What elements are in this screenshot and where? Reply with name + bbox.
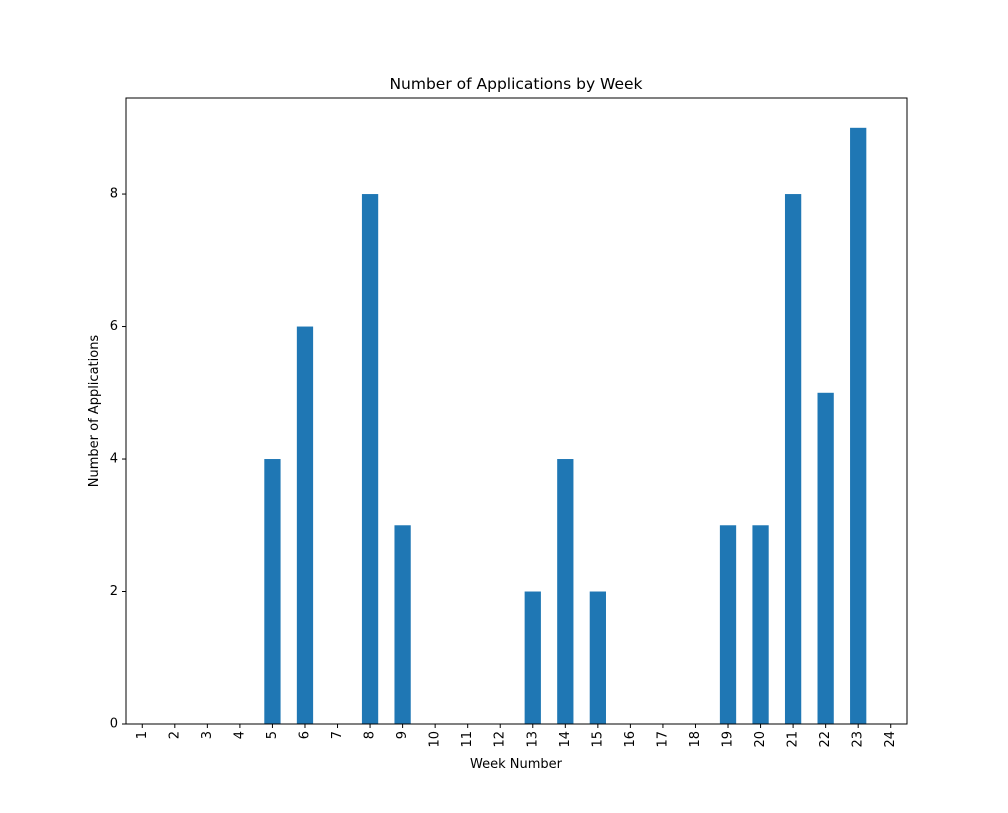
y-tick-label: 6 [110, 319, 118, 334]
x-tick-label: 10 [428, 731, 443, 748]
x-tick-label: 17 [655, 731, 670, 748]
x-tick-label: 23 [851, 731, 866, 748]
bar-week-23 [850, 127, 867, 725]
x-tick-label: 13 [525, 731, 540, 748]
x-tick-label: 22 [818, 731, 833, 748]
bar-week-13 [524, 591, 541, 724]
x-axis-label: Week Number [470, 757, 563, 772]
x-tick-label: 19 [721, 731, 736, 748]
x-tick-label: 8 [363, 731, 378, 739]
y-axis: 0 2 4 6 8 [110, 187, 126, 732]
x-tick-label: 1 [135, 731, 150, 739]
x-tick-label: 12 [493, 731, 508, 748]
bar-week-15 [589, 591, 606, 724]
bar-week-9 [394, 525, 411, 724]
x-tick-label: 6 [297, 731, 312, 739]
x-tick-label: 5 [265, 731, 280, 739]
x-tick-label: 7 [330, 731, 345, 739]
y-tick-label: 8 [110, 187, 118, 202]
x-tick-label: 3 [200, 731, 215, 739]
y-tick-label: 0 [110, 717, 118, 732]
x-tick-label: 24 [883, 731, 898, 748]
bar-week-14 [557, 459, 574, 724]
y-tick-label: 2 [110, 584, 118, 599]
x-tick-label: 4 [232, 731, 247, 739]
y-axis-label: Number of Applications [87, 335, 102, 488]
y-tick-label: 4 [110, 452, 118, 467]
x-tick-label: 20 [753, 731, 768, 748]
bar-week-19 [719, 525, 737, 724]
chart-title: Number of Applications by Week [389, 75, 642, 93]
plot-frame [125, 97, 908, 725]
bar-week-6 [296, 326, 314, 724]
x-tick-label: 16 [623, 731, 638, 748]
x-axis: 1 2 3 4 5 6 7 8 9 10 11 12 13 14 15 16 17 18 19 20 21 22 23 24 [135, 724, 898, 748]
x-tick-label: 21 [786, 731, 801, 748]
x-tick-label: 2 [167, 731, 182, 739]
bar-week-22 [817, 392, 834, 724]
bar-week-8 [361, 194, 379, 724]
bar-week-21 [784, 194, 802, 724]
x-tick-label: 18 [688, 731, 703, 748]
bars-group [264, 127, 867, 725]
bar-week-20 [752, 525, 769, 724]
x-tick-label: 14 [558, 731, 573, 748]
x-tick-label: 9 [395, 731, 410, 739]
bar-week-5 [264, 459, 281, 724]
x-tick-label: 15 [590, 731, 605, 748]
x-tick-label: 11 [460, 731, 475, 748]
